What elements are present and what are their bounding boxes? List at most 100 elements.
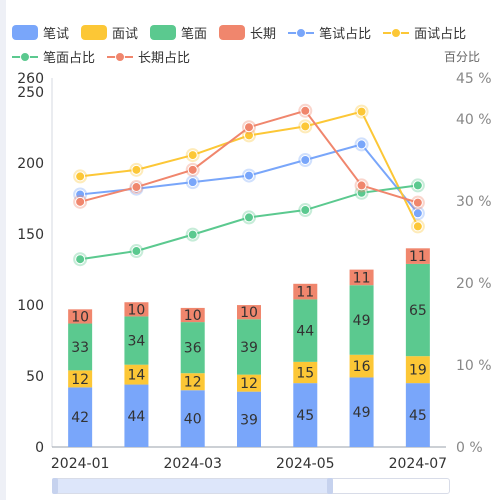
y-right-tick-label: 40 % (456, 112, 492, 128)
line-point-笔试占比 (356, 139, 367, 150)
bar-value-label: 36 (184, 341, 202, 357)
line-point-笔面占比 (300, 205, 311, 216)
bar-segment-笔试 (237, 391, 261, 447)
y-left-tick-label: 250 (17, 85, 44, 101)
legend-label: 面试占比 (414, 26, 467, 42)
legend-label: 长期 (250, 26, 277, 42)
bar-value-label: 40 (184, 412, 202, 428)
data-zoom-slider[interactable] (52, 478, 450, 494)
line-point-面试占比 (187, 150, 198, 161)
bar-value-label: 19 (409, 363, 427, 379)
bar-segment-面试 (237, 374, 261, 392)
line-point-长期占比 (131, 182, 142, 193)
legend-label: 笔试 (43, 26, 70, 42)
bar-value-label: 33 (71, 340, 89, 356)
bar-value-label: 44 (128, 409, 146, 425)
legend-swatch (150, 24, 177, 40)
legend-swatch (12, 24, 38, 40)
y-left-tick-label: 50 (26, 369, 44, 385)
legend-item-0[interactable]: 笔试 (12, 23, 69, 42)
data-zoom-left-handle[interactable] (52, 478, 58, 494)
bar-segment-笔面 (293, 299, 318, 362)
bar-value-label: 49 (353, 405, 371, 421)
bar-segment-笔试 (293, 383, 318, 447)
data-zoom-right-handle[interactable] (327, 478, 333, 494)
line-point-面试占比 (300, 121, 311, 132)
y-left-tick-label: 150 (17, 227, 44, 243)
bar-value-label: 12 (240, 376, 258, 392)
y-right-tick-label: 45 % (456, 71, 492, 87)
bar-value-label: 34 (128, 334, 146, 350)
legend-row: 笔面占比 长期占比 (12, 44, 452, 68)
line-point-面试占比 (131, 164, 142, 175)
bar-segment-笔试 (68, 387, 93, 447)
bar-value-label: 10 (128, 302, 146, 318)
bar-segment-笔面 (405, 263, 430, 357)
line-point-长期占比 (75, 196, 86, 207)
legend-label: 长期占比 (138, 50, 191, 66)
bar-segment-笔试 (405, 383, 430, 447)
bar-value-label: 12 (71, 372, 89, 388)
bar-segment-笔试 (349, 377, 374, 447)
bar-value-label: 42 (71, 410, 89, 426)
legend-item-3[interactable]: 长期 (219, 23, 276, 42)
bar-segment-面试 (405, 356, 430, 384)
y-left-tick-label: 260 (17, 71, 44, 87)
bar-value-label: 15 (296, 365, 314, 381)
bar-segment-笔面 (180, 322, 205, 374)
legend-swatch (81, 24, 108, 40)
legend-item-4[interactable]: 笔试占比 (288, 23, 371, 42)
bar-value-label: 12 (184, 375, 202, 391)
bar-value-label: 16 (353, 359, 371, 375)
line-point-长期占比 (300, 105, 311, 116)
x-tick-label: 2024-05 (276, 456, 335, 472)
line-point-笔试占比 (244, 170, 254, 181)
line-point-笔面占比 (187, 229, 198, 240)
y-right-tick-label: 0 % (456, 440, 483, 456)
line-point-长期占比 (356, 180, 367, 191)
legend-item-6[interactable]: 笔面占比 (12, 47, 95, 66)
line-point-面试占比 (412, 221, 423, 232)
legend-item-5[interactable]: 面试占比 (383, 23, 466, 42)
bar-value-label: 10 (184, 308, 202, 324)
legend-item-7[interactable]: 长期占比 (107, 47, 190, 66)
bar-value-label: 65 (409, 303, 427, 319)
y-right-tick-label: 20 % (456, 276, 492, 292)
y-right-tick-label: 10 % (456, 358, 492, 374)
bar-segment-笔试 (180, 390, 205, 447)
bar-value-label: 11 (409, 249, 427, 265)
bar-segment-面试 (293, 361, 318, 384)
bar-segment-长期 (237, 305, 261, 320)
bar-segment-笔面 (68, 323, 93, 371)
y-left-tick-label: 200 (17, 156, 44, 172)
y-left-tick-label: 100 (17, 298, 44, 314)
right-axis-title: 百分比 (443, 50, 480, 64)
legend-item-2[interactable]: 笔面 (150, 23, 207, 42)
line-point-面试占比 (356, 106, 367, 117)
y-right-tick-label: 30 % (456, 194, 492, 210)
bar-segment-笔面 (349, 285, 374, 355)
legend-item-1[interactable]: 面试 (81, 23, 138, 42)
bar-segment-面试 (68, 370, 93, 388)
legend-label: 笔面占比 (43, 50, 96, 66)
bar-value-label: 45 (296, 408, 314, 424)
bar-value-label: 10 (240, 305, 258, 321)
bar-segment-长期 (180, 307, 205, 323)
legend-label: 笔试占比 (319, 26, 372, 42)
bar-segment-长期 (349, 269, 374, 286)
bar-segment-笔面 (237, 319, 261, 375)
bar-segment-长期 (405, 248, 430, 264)
legend-label: 笔面 (181, 26, 208, 42)
bar-value-label: 49 (353, 313, 371, 329)
line-point-长期占比 (412, 197, 423, 208)
bar-segment-长期 (68, 309, 93, 324)
bar-value-label: 39 (240, 340, 258, 356)
line-point-面试占比 (75, 171, 86, 182)
line-point-笔试占比 (412, 208, 423, 219)
line-point-笔面占比 (244, 212, 254, 223)
line-point-笔试占比 (300, 155, 311, 165)
x-tick-label: 2024-07 (389, 456, 448, 472)
bar-segment-面试 (180, 373, 205, 391)
data-zoom-selected-range[interactable] (55, 479, 331, 493)
